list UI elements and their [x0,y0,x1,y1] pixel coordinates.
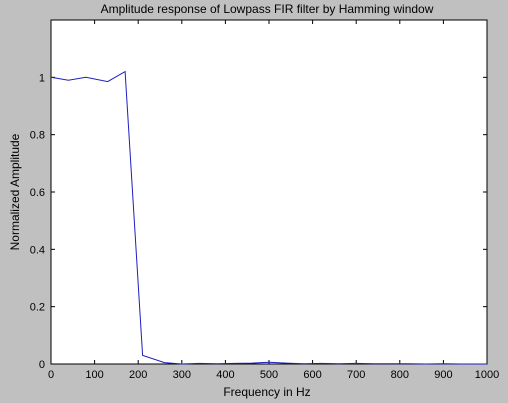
y-axis-label: Normalized Amplitude [8,133,22,250]
y-tick-label: 1 [39,72,45,84]
y-tick-label: 0.8 [30,130,45,142]
x-axis-label: Frequency in Hz [223,385,310,399]
x-tick-label: 100 [85,369,103,381]
x-tick-label: 600 [303,369,321,381]
x-tick-label: 800 [391,369,409,381]
x-tick-label: 0 [48,369,54,381]
axes-background [51,20,487,364]
x-tick-label: 900 [434,369,452,381]
x-tick-label: 700 [347,369,365,381]
x-tick-label: 1000 [475,369,499,381]
y-tick-label: 0.4 [30,244,45,256]
y-tick-label: 0 [39,359,45,371]
x-tick-label: 200 [129,369,147,381]
y-tick-label: 0.2 [30,302,45,314]
chart-title: Amplitude response of Lowpass FIR filter… [101,2,434,16]
x-tick-label: 400 [216,369,234,381]
x-tick-label: 500 [260,369,278,381]
y-tick-label: 0.6 [30,187,45,199]
x-tick-label: 300 [173,369,191,381]
